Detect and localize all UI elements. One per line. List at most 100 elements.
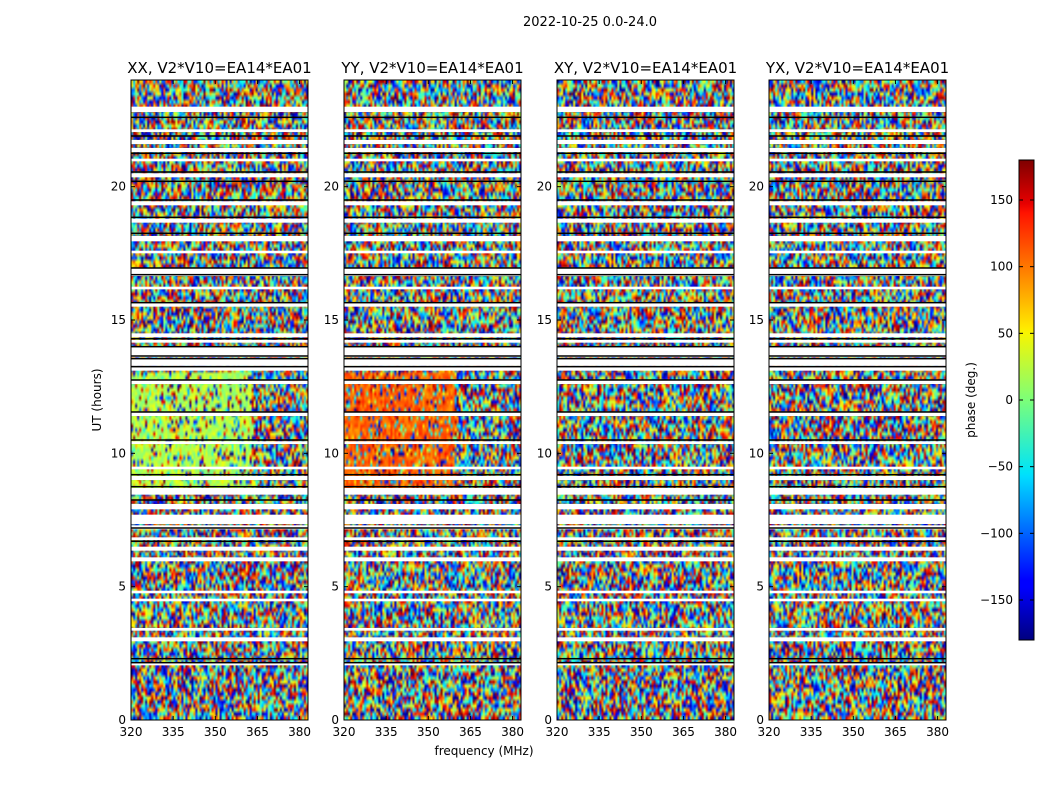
y-tick-label: 0 (756, 713, 764, 727)
flagged-band (557, 441, 734, 444)
flagged-band (769, 286, 946, 290)
scan-boundary-line (344, 540, 521, 543)
flagged-band (344, 173, 521, 178)
scan-boundary-line (557, 527, 734, 529)
y-tick-label: 15 (749, 313, 764, 327)
x-tick-label: 320 (120, 725, 143, 739)
scan-boundary-line (131, 199, 308, 201)
colorbar-tick-label: −50 (988, 460, 1013, 474)
scan-boundary-line (557, 135, 734, 137)
scan-boundary-line (131, 232, 308, 235)
flagged-band (344, 358, 521, 366)
scan-boundary-line (131, 485, 308, 488)
flagged-band (769, 250, 946, 254)
panel-title: YY, V2*V10=EA14*EA01 (340, 59, 523, 77)
flagged-band (344, 302, 521, 307)
flagged-band (131, 140, 308, 144)
y-tick-label: 20 (111, 180, 126, 194)
x-tick-label: 335 (588, 725, 611, 739)
scan-boundary-line (769, 301, 946, 304)
scan-boundary-line (131, 365, 308, 368)
scan-boundary-line (769, 499, 946, 501)
flagged-band (344, 346, 521, 358)
y-tick-label: 10 (537, 446, 552, 460)
phase-heatmap (344, 80, 521, 720)
scan-boundary-line (769, 473, 946, 476)
x-tick-label: 380 (501, 725, 524, 739)
scan-boundary-line (344, 152, 521, 155)
flagged-band (769, 628, 946, 631)
scan-boundary-line (131, 657, 308, 660)
flagged-band (344, 148, 521, 152)
flagged-band (769, 488, 946, 495)
flagged-band (557, 340, 734, 343)
flagged-band (131, 268, 308, 276)
flagged-band (769, 537, 946, 540)
y-tick-label: 5 (756, 580, 764, 594)
scan-boundary-line (769, 379, 946, 381)
scan-boundary-line (344, 357, 521, 360)
scan-boundary-line (769, 232, 946, 235)
scan-boundary-line (769, 152, 946, 155)
x-tick-label: 320 (546, 725, 569, 739)
flagged-band (344, 286, 521, 290)
x-tick-label: 320 (758, 725, 781, 739)
scan-boundary-line (557, 473, 734, 476)
flagged-band (769, 514, 946, 524)
scan-boundary-line (131, 273, 308, 276)
scan-boundary-line (557, 199, 734, 201)
scan-boundary-line (769, 357, 946, 360)
flagged-band (769, 106, 946, 112)
scan-boundary-line (769, 485, 946, 488)
panels-group: XX, V2*V10=EA14*EA01 320 335 350 365 380 0 5 10 1… (111, 59, 949, 739)
scan-boundary-line (557, 485, 734, 488)
scan-boundary-line (344, 199, 521, 201)
flagged-band (769, 466, 946, 470)
flagged-band (131, 412, 308, 416)
scan-boundary-line (131, 661, 308, 664)
x-tick-label: 350 (417, 725, 440, 739)
flagged-band (131, 158, 308, 162)
scan-boundary-line (131, 180, 308, 183)
flagged-band (131, 504, 308, 510)
scan-boundary-line (557, 345, 734, 348)
flagged-band (344, 488, 521, 495)
x-tick-label: 335 (162, 725, 185, 739)
scan-boundary-line (344, 267, 521, 269)
flagged-band (344, 441, 521, 444)
scan-boundary-line (344, 499, 521, 501)
flagged-band (769, 476, 946, 480)
scan-boundary-line (769, 267, 946, 269)
y-tick-label: 0 (544, 713, 552, 727)
panel-frame (130, 79, 309, 721)
y-tick-label: 10 (324, 446, 339, 460)
flagged-band (769, 129, 946, 132)
y-tick-label: 0 (331, 713, 339, 727)
scan-boundary-line (344, 116, 521, 119)
flagged-band (557, 286, 734, 290)
flagged-band (557, 662, 734, 666)
scan-boundary-line (344, 379, 521, 381)
flagged-band (557, 173, 734, 178)
scan-boundary-line (344, 301, 521, 304)
colorbar: −150 −100 −50 0 50 100 150 (980, 159, 1035, 641)
flagged-band (131, 340, 308, 343)
scan-boundary-line (769, 337, 946, 340)
scan-boundary-line (557, 379, 734, 381)
scan-boundary-line (769, 661, 946, 664)
scan-boundary-line (344, 485, 521, 488)
y-tick-label: 20 (749, 180, 764, 194)
flagged-band (557, 590, 734, 594)
flagged-band (769, 412, 946, 416)
flagged-band (557, 158, 734, 162)
scan-boundary-line (131, 116, 308, 119)
flagged-band (131, 365, 308, 371)
flagged-band (769, 590, 946, 594)
y-tick-label: 10 (111, 446, 126, 460)
scan-boundary-line (557, 171, 734, 173)
scan-boundary-line (557, 357, 734, 360)
scan-boundary-line (131, 473, 308, 476)
flagged-band (557, 346, 734, 358)
scan-boundary-line (769, 171, 946, 173)
flagged-band (557, 333, 734, 338)
